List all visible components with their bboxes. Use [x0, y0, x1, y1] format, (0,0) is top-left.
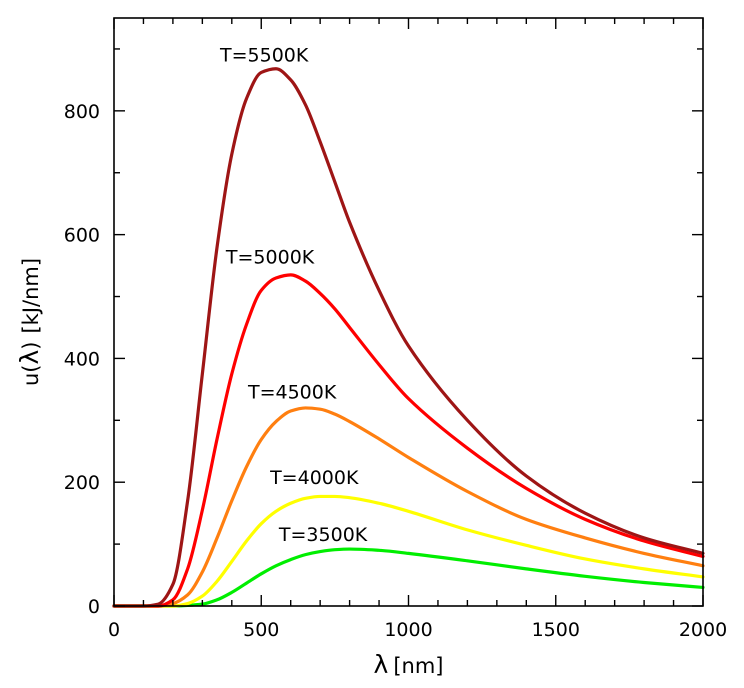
- series-line-t-4000k: [112, 494, 705, 608]
- y-tick-label: 400: [64, 348, 100, 370]
- series-layer: [112, 67, 705, 608]
- x-tick-label: 1500: [532, 619, 580, 641]
- series-annotation-t-3500k: T=3500K: [278, 524, 368, 546]
- y-axis-unit: [kJ/nm]: [19, 258, 43, 334]
- series-annotation-t-4500k: T=4500K: [247, 382, 337, 404]
- series-annotation-t-5000k: T=5000K: [225, 247, 315, 269]
- plot-frame: [113, 17, 704, 607]
- y-tick-label: 200: [64, 472, 100, 494]
- x-axis-symbol: λ: [374, 650, 389, 679]
- x-axis-unit: [nm]: [393, 654, 443, 678]
- x-tick-label: 2000: [679, 619, 727, 641]
- x-axis-label: λ [nm]: [374, 650, 444, 679]
- series-annotation-t-4000k: T=4000K: [269, 467, 359, 489]
- x-tick-label: 500: [243, 619, 279, 641]
- y-tick-label: 600: [64, 225, 100, 247]
- labels-layer: 0 500 1000 1500 2000 0 200 400 600 800 T=5500K T=50…: [64, 44, 727, 641]
- series-line-t-5500k: [112, 67, 705, 608]
- ticks-layer: [113, 18, 704, 607]
- series-line-t-4500k: [112, 406, 705, 608]
- y-tick-label: 800: [64, 101, 100, 123]
- x-tick-label: 1000: [384, 619, 432, 641]
- x-tick-label: 0: [108, 619, 120, 641]
- y-axis-prefix: u(: [19, 365, 43, 387]
- y-axis-label: u(λ) [kJ/nm]: [15, 258, 44, 386]
- y-tick-label: 0: [88, 596, 100, 618]
- series-annotation-t-5500k: T=5500K: [219, 44, 309, 66]
- y-axis-symbol: λ: [15, 350, 44, 365]
- series-line-t-5000k: [112, 273, 705, 608]
- y-axis-suffix: ): [19, 342, 43, 350]
